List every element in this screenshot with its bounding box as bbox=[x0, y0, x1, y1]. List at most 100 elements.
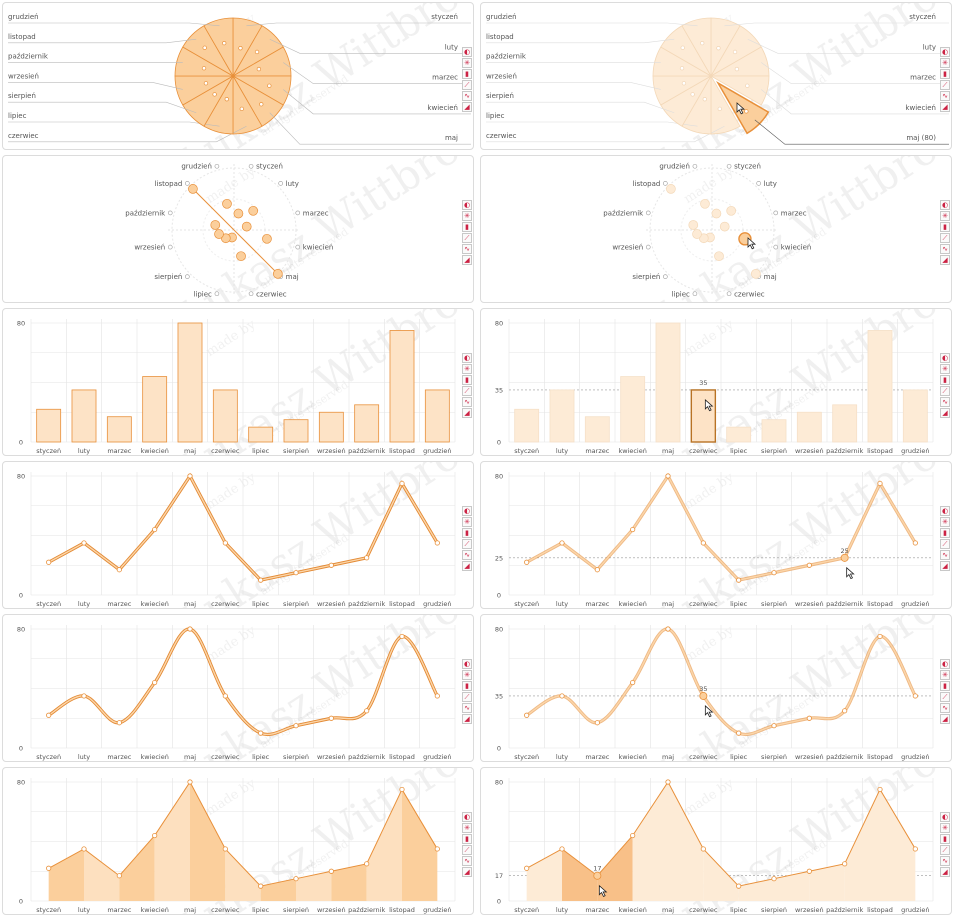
x-tick-label: luty bbox=[556, 753, 568, 761]
polar-chart-icon[interactable]: ✳ bbox=[940, 211, 950, 221]
area-chart-icon[interactable]: ◢ bbox=[940, 102, 950, 112]
x-tick-label: grudzień bbox=[423, 753, 451, 761]
highlight-value-label: 35 bbox=[699, 685, 707, 693]
bar-chart-icon[interactable]: ▮ bbox=[462, 222, 472, 232]
line-chart-icon[interactable]: ⟋ bbox=[462, 692, 472, 702]
polar-chart-icon[interactable]: ✳ bbox=[462, 517, 472, 527]
polar-tick bbox=[756, 181, 761, 186]
pie-chart-icon[interactable]: ◐ bbox=[940, 47, 950, 57]
pie-chart-icon[interactable]: ◐ bbox=[940, 200, 950, 210]
data-point bbox=[116, 873, 122, 879]
pie-value-point bbox=[744, 109, 749, 114]
data-point bbox=[187, 626, 193, 632]
pie-chart-icon[interactable]: ◐ bbox=[940, 506, 950, 516]
data-point bbox=[81, 846, 87, 852]
polar-chart-icon[interactable]: ✳ bbox=[462, 823, 472, 833]
line-chart-icon[interactable]: ⟋ bbox=[940, 233, 950, 243]
bar-chart-icon[interactable]: ▮ bbox=[940, 528, 950, 538]
pie-chart-icon[interactable]: ◐ bbox=[462, 353, 472, 363]
bar-chart-icon[interactable]: ▮ bbox=[462, 69, 472, 79]
pie-chart-icon[interactable]: ◐ bbox=[462, 47, 472, 57]
spline-chart-icon[interactable]: ∿ bbox=[462, 397, 472, 407]
pie-chart-icon[interactable]: ◐ bbox=[940, 812, 950, 822]
polar-chart-icon[interactable]: ✳ bbox=[940, 58, 950, 68]
area-chart-icon[interactable]: ◢ bbox=[940, 408, 950, 418]
area-chart-icon[interactable]: ◢ bbox=[940, 714, 950, 724]
spline-chart-icon[interactable]: ∿ bbox=[940, 244, 950, 254]
x-tick-label: październik bbox=[826, 906, 863, 914]
line-chart-icon[interactable]: ⟋ bbox=[940, 845, 950, 855]
data-point bbox=[699, 691, 708, 700]
area-chart-icon[interactable]: ◢ bbox=[462, 408, 472, 418]
x-tick-label: luty bbox=[556, 906, 568, 914]
bar bbox=[424, 389, 450, 443]
line-chart-icon[interactable]: ⟋ bbox=[462, 80, 472, 90]
x-tick-label: kwiecień bbox=[618, 906, 646, 914]
polar-point bbox=[711, 208, 722, 219]
bar bbox=[796, 411, 822, 443]
polar-tick bbox=[726, 291, 732, 297]
polar-chart-icon[interactable]: ✳ bbox=[940, 517, 950, 527]
spline-chart-icon[interactable]: ∿ bbox=[462, 703, 472, 713]
line-chart-icon[interactable]: ⟋ bbox=[940, 692, 950, 702]
pie-chart-icon[interactable]: ◐ bbox=[462, 200, 472, 210]
spline-chart-icon[interactable]: ∿ bbox=[940, 91, 950, 101]
area-chart-icon[interactable]: ◢ bbox=[462, 714, 472, 724]
spline-chart-icon[interactable]: ∿ bbox=[940, 397, 950, 407]
spline-chart-icon[interactable]: ∿ bbox=[940, 703, 950, 713]
x-tick-label: grudzień bbox=[901, 753, 929, 761]
pie-chart-icon[interactable]: ◐ bbox=[940, 659, 950, 669]
polar-chart-icon[interactable]: ✳ bbox=[940, 670, 950, 680]
area-chart-icon[interactable]: ◢ bbox=[940, 867, 950, 877]
area-segment bbox=[668, 782, 704, 901]
area-chart-icon[interactable]: ◢ bbox=[462, 867, 472, 877]
x-tick-label: styczeń bbox=[36, 753, 61, 761]
spline-chart-icon[interactable]: ∿ bbox=[462, 244, 472, 254]
spline-chart-icon[interactable]: ∿ bbox=[462, 856, 472, 866]
bar-chart-icon[interactable]: ▮ bbox=[462, 375, 472, 385]
bar-chart-icon[interactable]: ▮ bbox=[462, 834, 472, 844]
pie-chart-icon[interactable]: ◐ bbox=[462, 812, 472, 822]
pie-value-point bbox=[690, 92, 695, 97]
polar-chart-icon[interactable]: ✳ bbox=[462, 211, 472, 221]
bar-chart-icon[interactable]: ▮ bbox=[940, 834, 950, 844]
pie-chart-icon[interactable]: ◐ bbox=[940, 353, 950, 363]
pie-chart-icon[interactable]: ◐ bbox=[462, 506, 472, 516]
polar-chart-icon[interactable]: ✳ bbox=[462, 58, 472, 68]
line-chart-icon[interactable]: ⟋ bbox=[462, 539, 472, 549]
line-chart-icon[interactable]: ⟋ bbox=[462, 386, 472, 396]
bar-chart-icon[interactable]: ▮ bbox=[462, 681, 472, 691]
area-chart-icon[interactable]: ◢ bbox=[462, 561, 472, 571]
y-tick-label: 0 bbox=[497, 592, 501, 600]
bar-chart-icon[interactable]: ▮ bbox=[940, 375, 950, 385]
line-chart-icon[interactable]: ⟋ bbox=[940, 80, 950, 90]
polar-chart-icon[interactable]: ✳ bbox=[940, 364, 950, 374]
y-tick-label: 80 bbox=[17, 626, 25, 634]
bar-chart-icon[interactable]: ▮ bbox=[462, 528, 472, 538]
area-chart-icon[interactable]: ◢ bbox=[462, 102, 472, 112]
bar-chart-icon[interactable]: ▮ bbox=[940, 69, 950, 79]
area-chart-icon[interactable]: ◢ bbox=[940, 561, 950, 571]
data-point bbox=[364, 861, 370, 867]
line-chart-icon[interactable]: ⟋ bbox=[462, 233, 472, 243]
area-chart-icon[interactable]: ◢ bbox=[940, 255, 950, 265]
spline-chart-icon[interactable]: ∿ bbox=[462, 91, 472, 101]
polar-chart-icon[interactable]: ✳ bbox=[940, 823, 950, 833]
bar-chart-icon[interactable]: ▮ bbox=[940, 681, 950, 691]
polar-chart-icon[interactable]: ✳ bbox=[462, 670, 472, 680]
pie-chart-icon[interactable]: ◐ bbox=[462, 659, 472, 669]
bar-chart-icon[interactable]: ▮ bbox=[940, 222, 950, 232]
pie-leader-line bbox=[724, 22, 949, 27]
line-chart-icon[interactable]: ⟋ bbox=[940, 386, 950, 396]
data-point bbox=[524, 712, 530, 718]
data-point bbox=[364, 555, 370, 561]
spline-chart-icon[interactable]: ∿ bbox=[462, 550, 472, 560]
polar-chart-icon[interactable]: ✳ bbox=[462, 364, 472, 374]
line-chart-icon[interactable]: ⟋ bbox=[940, 539, 950, 549]
spline-chart-icon[interactable]: ∿ bbox=[940, 856, 950, 866]
area-chart-icon[interactable]: ◢ bbox=[462, 255, 472, 265]
x-tick-label: październik bbox=[348, 447, 385, 455]
spline-chart-icon[interactable]: ∿ bbox=[940, 550, 950, 560]
line-chart-icon[interactable]: ⟋ bbox=[462, 845, 472, 855]
polar-label: listopad bbox=[633, 180, 661, 188]
